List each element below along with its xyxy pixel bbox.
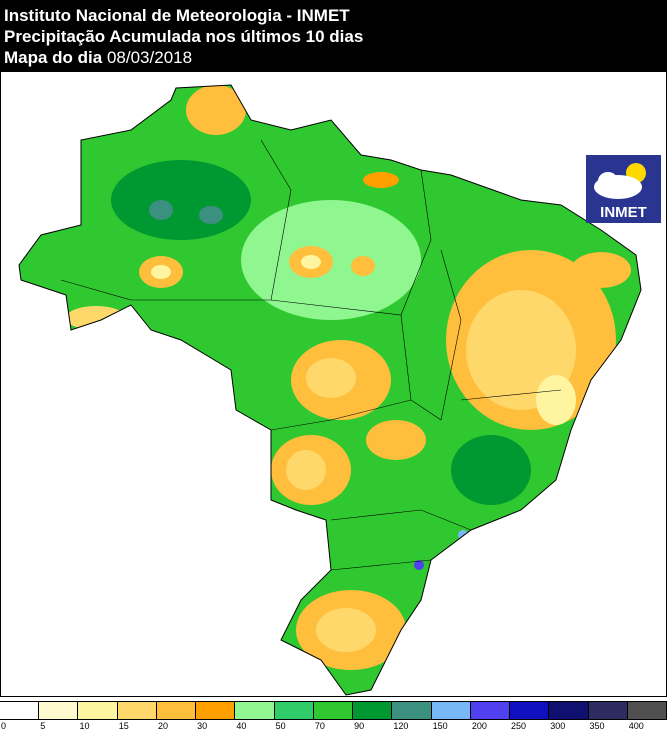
date-prefix: Mapa do dia [4,48,103,67]
title-product: Precipitação Acumulada nos últimos 10 di… [4,27,364,46]
inmet-logo: INMET [586,155,661,223]
legend-bin [196,702,236,719]
legend-tick: 50 [275,721,286,730]
legend-tick: 40 [236,721,247,730]
title-date-line: Mapa do dia 08/03/2018 [0,47,667,68]
legend-tick: 90 [354,721,365,730]
legend-tick: 20 [157,721,168,730]
legend-bin [78,702,118,719]
logo-text: INMET [600,204,647,221]
legend-tick: 70 [314,721,325,730]
legend-bin [549,702,589,719]
legend-tick: 350 [589,721,605,730]
legend-tick: 5 [40,721,46,730]
precipitation-legend: 0 5 10 15 20 30 40 50 70 90 120 150 200 250 300 350 400 [0,701,667,730]
legend-bin [235,702,275,719]
map-frame: INMET [0,72,667,697]
legend-tick-labels: 0 5 10 15 20 30 40 50 70 90 120 150 200 250 300 350 400 [0,720,667,730]
legend-bin [39,702,79,719]
map-date: 08/03/2018 [106,48,193,67]
legend-bin [392,702,432,719]
legend-bin [588,702,628,719]
brazil-outline [18,84,642,696]
state-borders [60,139,562,571]
legend-tick: 15 [118,721,129,730]
legend-tick: 10 [79,721,90,730]
legend-bin [510,702,550,719]
title-institute: Instituto Nacional de Meteorologia - INM… [4,6,350,25]
precipitation-field [19,85,641,695]
legend-tick: 120 [393,721,409,730]
legend-bin [313,702,354,719]
legend-bin [470,702,511,719]
brazil-precipitation-map [18,84,642,696]
legend-bin [117,702,157,719]
legend-tick: 0 [1,721,7,730]
legend-bin [353,702,393,719]
legend-bin [627,702,667,719]
cloud-sun-icon [594,163,646,199]
header: Instituto Nacional de Meteorologia - INM… [0,0,667,72]
legend-tick: 200 [471,721,487,730]
legend-bin [0,702,40,719]
legend-tick: 30 [197,721,208,730]
legend-bin [156,702,197,719]
legend-tick: 150 [432,721,448,730]
legend-color-bins [0,701,667,720]
legend-tick: 250 [511,721,527,730]
legend-bin [431,702,471,719]
legend-tick: 300 [550,721,566,730]
legend-bin [274,702,314,719]
legend-tick: 400 [628,721,644,730]
